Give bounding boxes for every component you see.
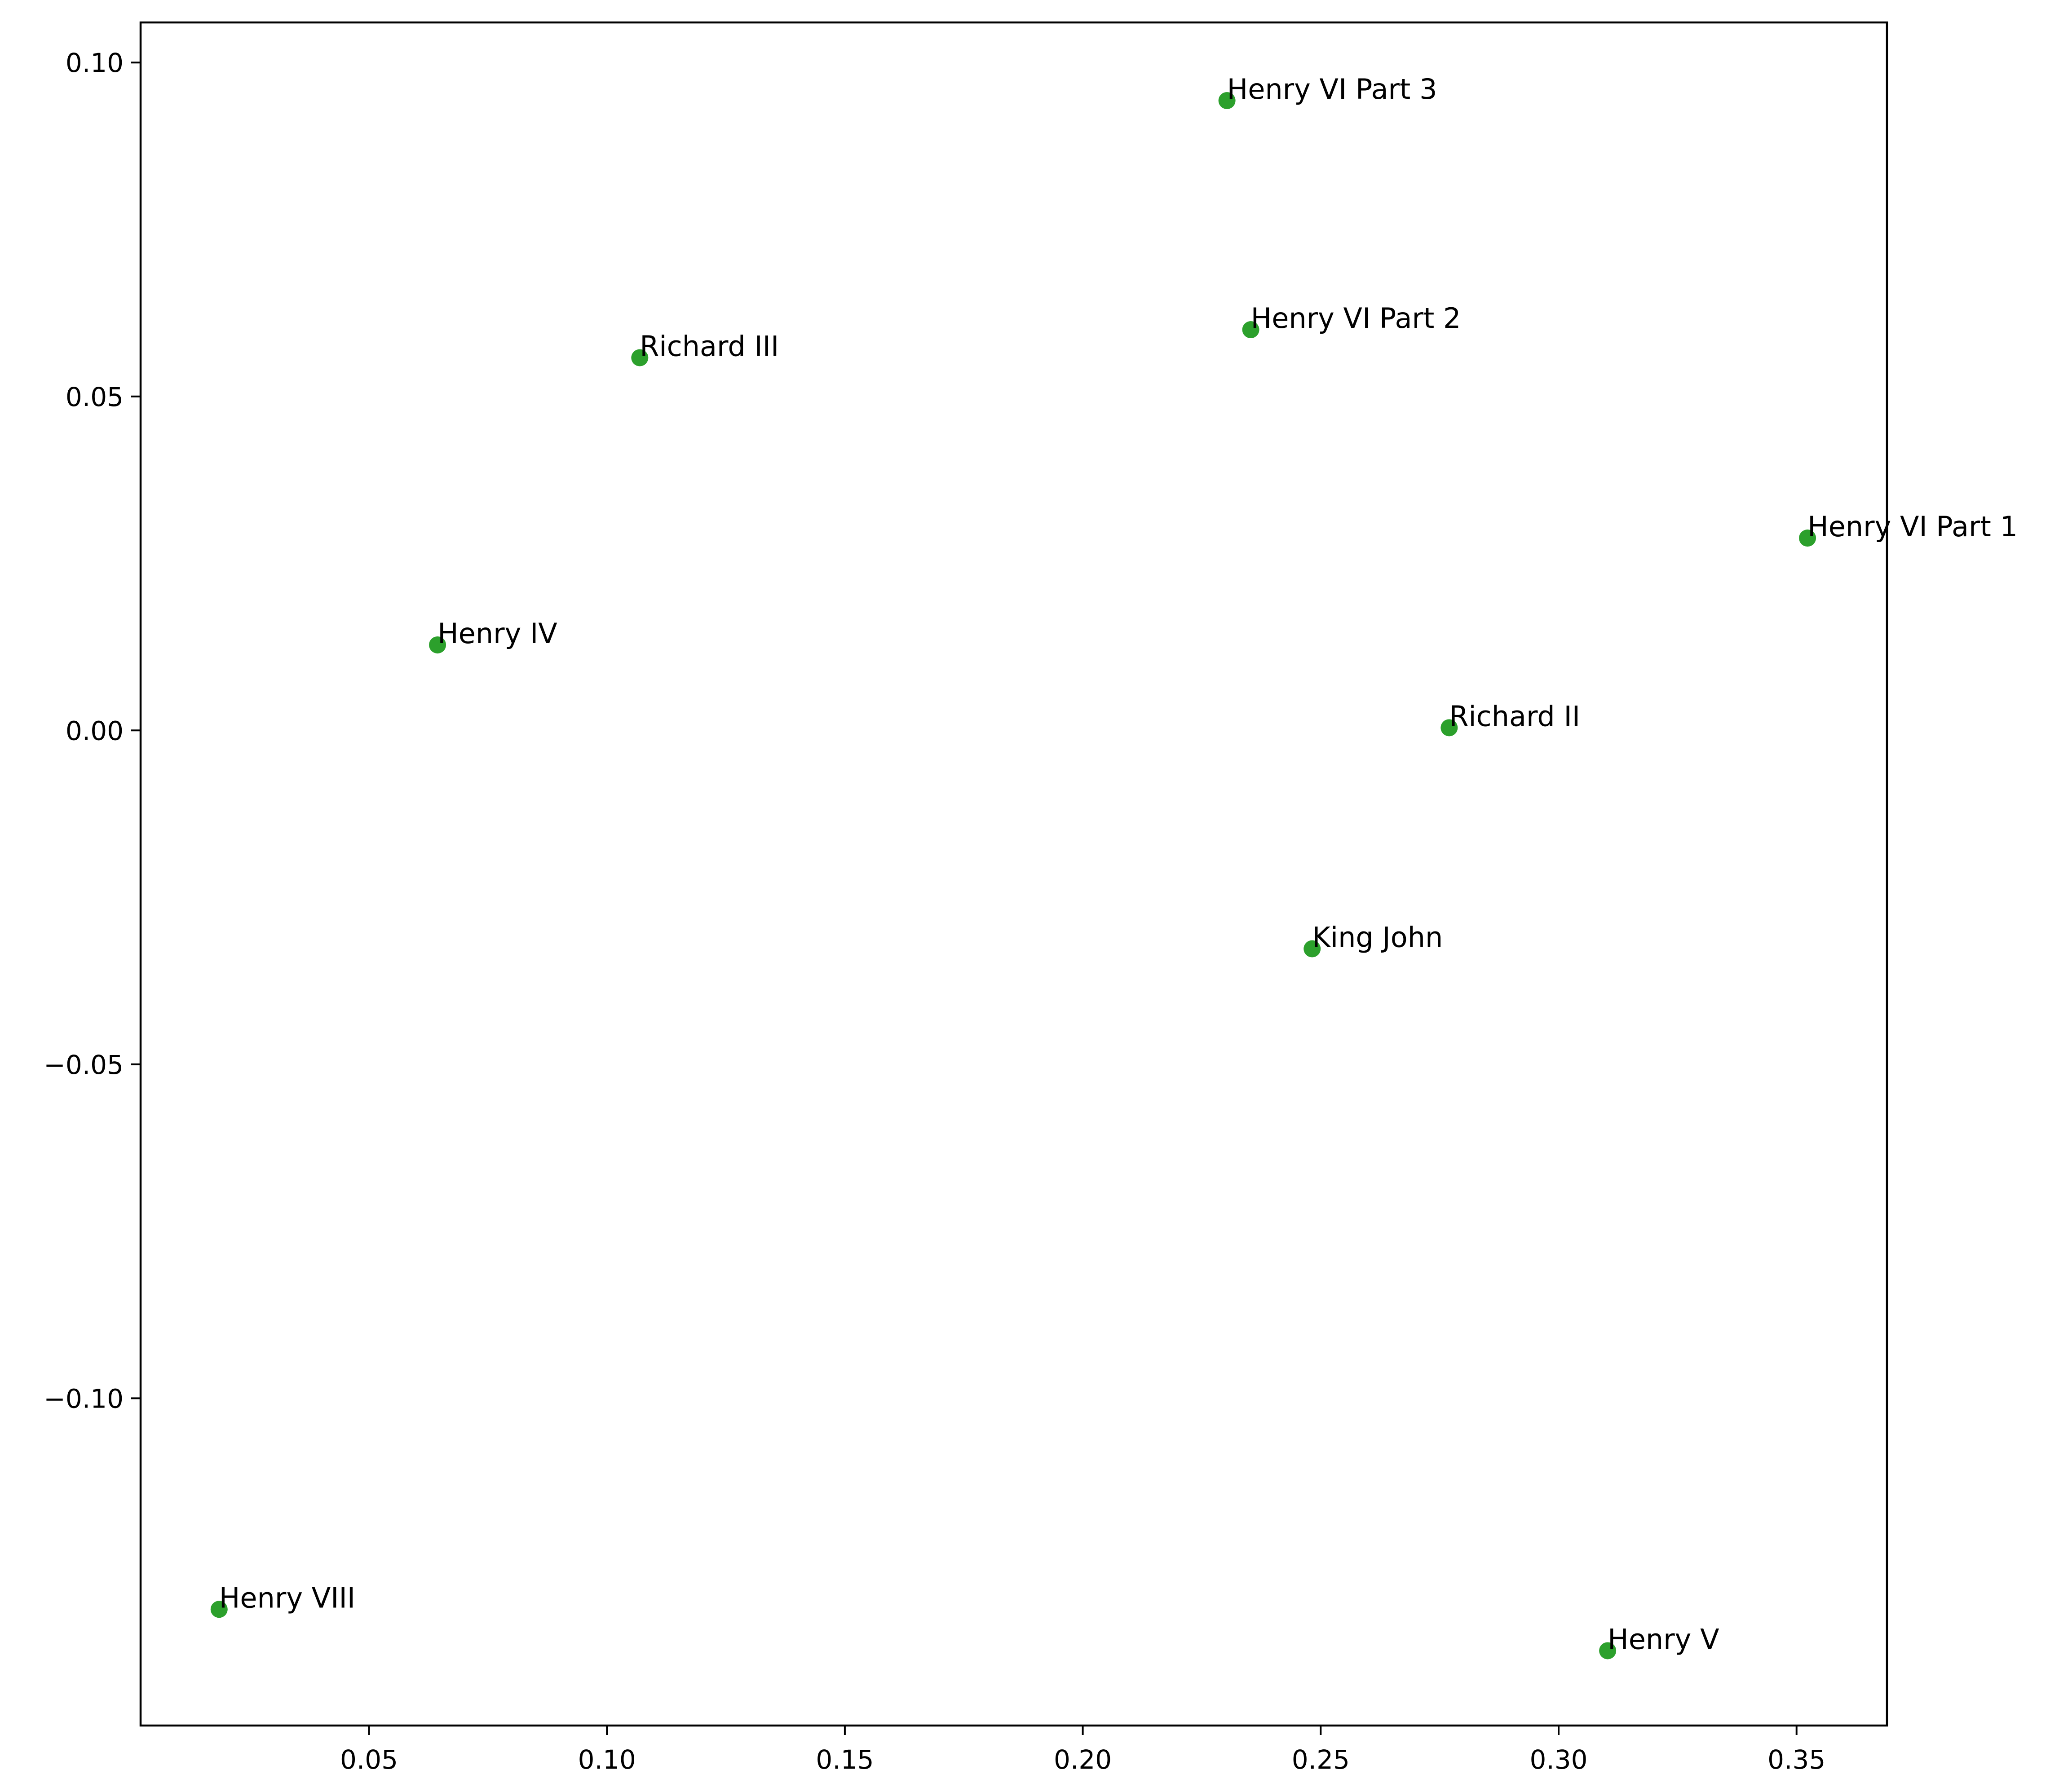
point-label: Richard III bbox=[640, 330, 779, 363]
x-tick-label: 0.05 bbox=[340, 1744, 398, 1775]
point-label: Henry VIII bbox=[219, 1581, 355, 1614]
data-point bbox=[1599, 1642, 1617, 1660]
point-label: Henry VI Part 3 bbox=[1227, 73, 1437, 106]
y-tick-label: −0.05 bbox=[44, 1050, 124, 1080]
point-label: Henry V bbox=[1608, 1623, 1719, 1655]
x-tick-label: 0.30 bbox=[1529, 1744, 1587, 1775]
data-point bbox=[1440, 719, 1458, 737]
y-tick-label: 0.00 bbox=[66, 715, 124, 746]
point-label: Richard II bbox=[1449, 700, 1580, 733]
point-label: Henry IV bbox=[437, 617, 557, 650]
data-point bbox=[1303, 940, 1321, 958]
x-tick-label: 0.15 bbox=[816, 1744, 874, 1775]
data-point bbox=[1242, 321, 1259, 339]
y-tick-label: 0.10 bbox=[66, 48, 124, 78]
y-tick-label: −0.10 bbox=[44, 1383, 124, 1414]
y-tick-label: 0.05 bbox=[66, 382, 124, 412]
data-point bbox=[631, 349, 649, 366]
y-axis-ticks: 0.10 0.05 0.00 −0.05 −0.10 bbox=[44, 48, 141, 1414]
point-label: Henry VI Part 2 bbox=[1251, 302, 1461, 335]
x-tick-label: 0.10 bbox=[578, 1744, 636, 1775]
data-point-labels: Henry VI Part 3 Henry VI Part 2 Richard II… bbox=[219, 73, 2018, 1655]
x-tick-label: 0.25 bbox=[1292, 1744, 1350, 1775]
data-point bbox=[1799, 530, 1816, 547]
data-point bbox=[1218, 92, 1236, 109]
x-tick-label: 0.20 bbox=[1054, 1744, 1112, 1775]
data-point bbox=[210, 1601, 228, 1618]
data-points bbox=[210, 92, 1816, 1660]
x-tick-label: 0.35 bbox=[1767, 1744, 1825, 1775]
plot-area-frame bbox=[139, 21, 1888, 1727]
x-axis-ticks: 0.05 0.10 0.15 0.20 0.25 0.30 0.35 bbox=[340, 1726, 1825, 1775]
data-point bbox=[429, 636, 446, 653]
point-label: King John bbox=[1312, 921, 1443, 954]
point-label: Henry VI Part 1 bbox=[1807, 510, 2018, 543]
